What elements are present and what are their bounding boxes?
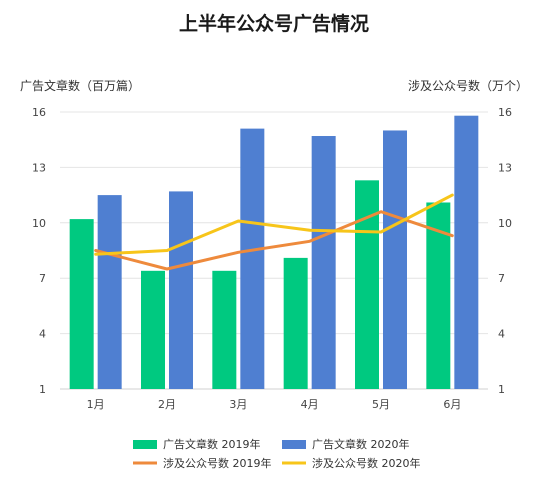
left-axis-title: 广告文章数（百万篇） [20, 78, 140, 93]
right-tick-label: 13 [498, 161, 512, 174]
left-tick-label: 16 [32, 106, 46, 119]
bar-2020 [97, 195, 122, 389]
left-tick-label: 13 [32, 161, 46, 174]
x-tick-label: 1月 [87, 398, 105, 411]
bar-2020 [311, 136, 336, 389]
bar-2019 [212, 270, 237, 389]
x-tick-label: 4月 [301, 398, 319, 411]
x-tick-label: 5月 [372, 398, 390, 411]
right-tick-label: 16 [498, 106, 512, 119]
bar-2019 [69, 219, 94, 389]
bar-2020 [169, 191, 193, 389]
x-tick-label: 3月 [229, 398, 247, 411]
bar-2020 [240, 128, 265, 389]
line-series-group [94, 193, 454, 271]
bar-2019 [141, 270, 165, 389]
right-axis-title: 涉及公众号数（万个） [408, 78, 528, 93]
right-axis-ticks: 1 4 7 10 13 16 [498, 106, 512, 396]
bar-2019 [283, 257, 308, 389]
legend-label: 广告文章数 2020年 [312, 437, 410, 451]
x-tick-label: 6月 [443, 398, 461, 411]
line-2020 [94, 193, 454, 256]
bar-series-group [69, 115, 479, 390]
bar-2019 [355, 180, 379, 389]
legend-label: 涉及公众号数 2020年 [312, 456, 421, 470]
legend-label: 涉及公众号数 2019年 [163, 456, 272, 470]
x-axis-labels: 1月 2月 3月 4月 5月 6月 [87, 398, 462, 411]
legend-label: 广告文章数 2019年 [163, 437, 261, 451]
bar-2020 [454, 115, 479, 390]
x-tick-label: 2月 [158, 398, 176, 411]
left-tick-label: 10 [32, 217, 46, 230]
legend-swatch [133, 440, 157, 449]
left-tick-label: 4 [39, 328, 46, 341]
left-axis-ticks: 1 4 7 10 13 16 [32, 106, 46, 396]
legend-swatch [282, 440, 306, 449]
bar-2020 [383, 130, 407, 389]
right-tick-label: 10 [498, 217, 512, 230]
chart-title: 上半年公众号广告情况 [179, 12, 369, 35]
right-tick-label: 4 [498, 328, 505, 341]
line-2019 [94, 210, 454, 271]
gridlines [60, 111, 488, 390]
right-tick-label: 7 [498, 272, 505, 285]
left-tick-label: 7 [39, 272, 46, 285]
left-tick-label: 1 [39, 383, 46, 396]
right-tick-label: 1 [498, 383, 505, 396]
